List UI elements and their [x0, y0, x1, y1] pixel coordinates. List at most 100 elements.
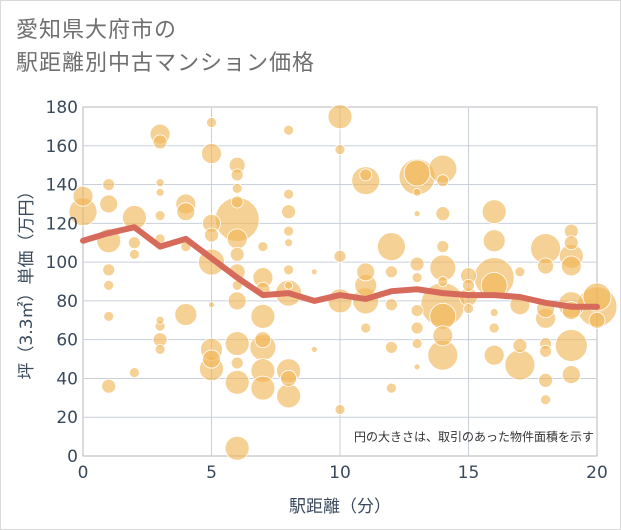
x-tick-label: 20 — [586, 463, 608, 483]
chart-title-line-2: 駅距離別中古マンション価格 — [16, 51, 316, 76]
bubble-point — [224, 369, 250, 395]
bubble-point — [481, 199, 507, 225]
bubble-point — [281, 204, 297, 220]
bubble-point — [128, 248, 140, 260]
bubble-point — [102, 263, 116, 277]
bubble-point — [201, 143, 222, 164]
y-tick-label: 60 — [56, 331, 78, 351]
y-tick-label: 180 — [46, 98, 78, 118]
bubble-point — [155, 187, 165, 197]
bubble-point — [227, 291, 247, 311]
bubble-point — [284, 280, 294, 290]
bubble-point — [280, 370, 298, 387]
price-trend-line — [80, 224, 600, 310]
y-tick-label: 160 — [46, 137, 78, 157]
bubble-point — [226, 228, 248, 250]
bubble-point — [360, 322, 372, 334]
bubble-point — [561, 365, 581, 384]
bubble-series — [68, 104, 618, 461]
bubble-point — [356, 262, 376, 282]
bubble-point — [154, 210, 166, 221]
bubble-point — [276, 383, 302, 409]
bubble-point — [72, 185, 94, 207]
bubble-point — [333, 249, 347, 263]
bubble-point — [514, 266, 526, 278]
bubble-point — [283, 264, 295, 276]
bubble-point — [101, 378, 117, 394]
bubble-point — [230, 168, 244, 182]
bubble-point — [489, 308, 499, 317]
bubble-point — [254, 331, 272, 349]
bubble-point — [432, 325, 454, 347]
bubble-point — [413, 210, 421, 218]
bubble-point — [480, 271, 508, 299]
bubble-point — [231, 183, 243, 194]
bubble-point — [537, 257, 554, 275]
bubble-point — [250, 303, 276, 329]
bubble-point — [176, 202, 196, 222]
bubble-point — [152, 134, 168, 150]
bubble-point — [204, 227, 219, 243]
bubble-point — [384, 341, 398, 354]
bubble-point — [436, 240, 450, 254]
bubble-point — [410, 304, 424, 317]
x-tick-label: 0 — [78, 463, 89, 483]
bubble-point — [208, 301, 215, 309]
bubble-point — [554, 329, 588, 362]
bubble-point — [327, 104, 353, 130]
bubble-point — [463, 303, 474, 315]
bubble-point — [435, 206, 451, 222]
bubble-point — [230, 195, 244, 209]
bubble-point — [128, 367, 140, 379]
bubble-point — [257, 241, 269, 253]
bubble-size-note: 円の大きさは、取引のあった物件面積を示す — [354, 429, 594, 444]
bubble-point — [588, 311, 606, 329]
x-tick-label: 10 — [329, 463, 351, 483]
bubble-point — [202, 349, 221, 369]
bubble-point — [411, 338, 423, 349]
bubble-point — [483, 344, 505, 366]
bubble-point — [403, 159, 431, 187]
y-tick-label: 80 — [56, 292, 78, 312]
bubble-point — [384, 298, 398, 312]
y-axis-ticks: 0 20 40 60 80 100 120 140 160 180 — [46, 98, 78, 467]
bubble-point — [538, 372, 553, 388]
bubble-point — [154, 343, 166, 355]
bubble-point — [411, 272, 423, 284]
bubble-point — [127, 236, 141, 250]
bubble-point — [99, 194, 119, 214]
bubble-point — [376, 232, 406, 262]
bubble-point — [488, 322, 500, 334]
y-tick-label: 120 — [46, 214, 78, 234]
bubble-point — [250, 375, 276, 401]
bubble-point — [174, 303, 198, 326]
bubble-point — [224, 435, 250, 461]
x-axis-ticks: 0 5 10 15 20 — [78, 463, 608, 483]
bubble-point — [385, 382, 397, 394]
bubble-point — [310, 345, 318, 353]
bubble-point — [229, 246, 245, 262]
bubble-point — [310, 268, 318, 276]
bubble-point — [283, 188, 295, 200]
bubble-point — [283, 225, 295, 237]
y-tick-label: 0 — [67, 447, 78, 467]
bubble-point — [230, 356, 244, 370]
x-axis-title: 駅距離（分） — [289, 497, 391, 517]
bubble-point — [413, 363, 421, 371]
bubble-point — [334, 404, 346, 415]
x-tick-label: 5 — [206, 463, 217, 483]
bubble-point — [409, 256, 425, 272]
y-tick-label: 20 — [56, 408, 78, 428]
bubble-point — [412, 187, 422, 197]
chart-title: 愛知県大府市の 駅距離別中古マンション価格 — [16, 14, 315, 80]
bubble-point — [102, 178, 116, 191]
bubble-point — [462, 278, 475, 292]
chart-title-line-1: 愛知県大府市の — [16, 18, 178, 43]
x-tick-label: 15 — [458, 463, 480, 483]
bubble-point — [436, 174, 450, 188]
y-tick-label: 140 — [46, 176, 78, 196]
bubble-point — [334, 144, 346, 156]
bubble-point — [359, 168, 373, 182]
y-tick-label: 40 — [56, 369, 78, 389]
